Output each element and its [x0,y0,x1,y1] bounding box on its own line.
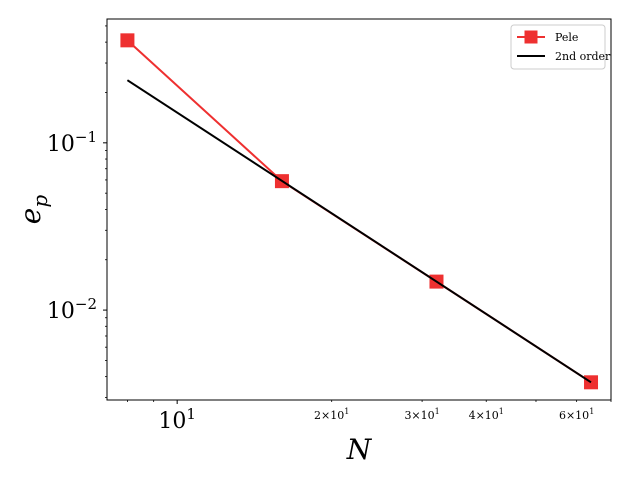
x-tick-label: 101 [158,405,196,434]
legend-entry-2nd-order: 2nd order [517,50,611,63]
plot-content [120,33,599,390]
legend-label-pele: Pele [555,31,578,44]
x-axis-title: N [346,433,373,466]
x-minor-tick-label: 2×101 [314,407,349,422]
series-line-2nd-order [126,79,592,384]
y-axis-title: ep [14,195,52,225]
legend-marker-pele [524,30,538,44]
axis-ticks: 101 2×101 3×101 4×101 6×101 10−1 10−2 [47,25,612,434]
x-minor-tick-label: 4×101 [469,407,504,422]
legend-entry-pele: Pele [517,30,578,44]
x-minor-tick-label: 6×101 [559,407,594,422]
legend: Pele 2nd order [510,24,611,70]
data-point-pele [120,33,135,48]
legend-label-2nd-order: 2nd order [555,50,611,63]
y-tick-label: 10−1 [47,128,97,157]
series-line-pele [126,39,592,384]
x-minor-tick-label: 3×101 [404,407,439,422]
y-tick-label: 10−2 [47,295,97,324]
plot-frame [106,18,612,401]
